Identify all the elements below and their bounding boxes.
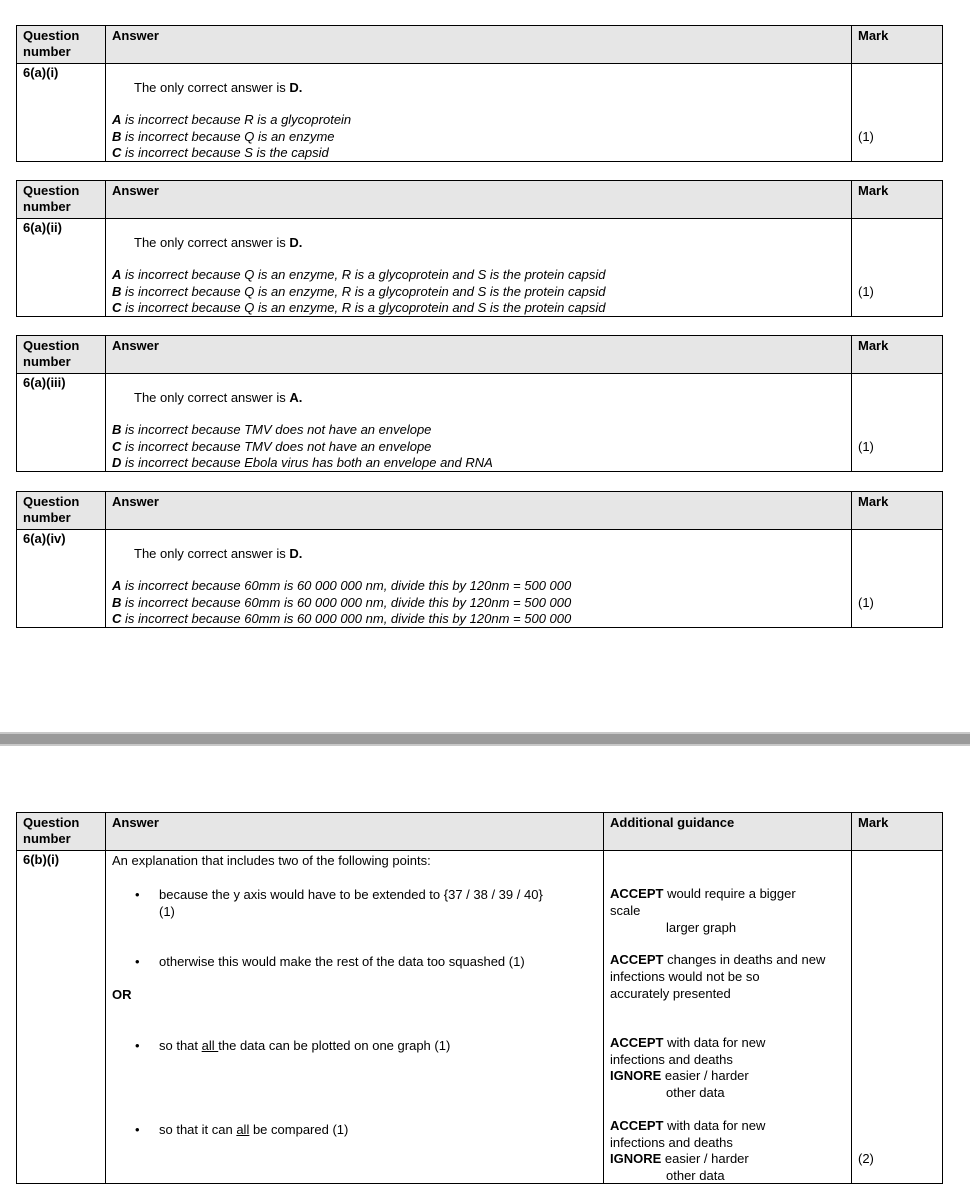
distractor-explanation: B is incorrect because TMV does not have… xyxy=(112,422,432,437)
header-number: number xyxy=(23,44,71,59)
question-number: 6(a)(i) xyxy=(23,65,59,80)
header-question: Question xyxy=(23,28,80,43)
guidance-4-ignore: IGNORE easier / harder xyxy=(610,1151,749,1166)
mark-table-6(a)(ii): Question number Answer Mark 6(a)(ii) The… xyxy=(16,180,943,317)
distractor-explanation: A is incorrect because R is a glycoprote… xyxy=(112,112,352,127)
distractor-explanation: B is incorrect because Q is an enzyme xyxy=(112,128,335,144)
header-answer: Answer xyxy=(112,338,159,353)
header-question: Question xyxy=(23,494,80,509)
header-answer: Answer xyxy=(112,28,159,43)
page-separator xyxy=(0,732,970,746)
mark-table-6(a)(iii): Question number Answer Mark 6(a)(iii) Th… xyxy=(16,335,943,472)
correct-answer-statement: The only correct answer is D. xyxy=(134,235,303,250)
answer-point-1-mark: (1) xyxy=(159,904,175,919)
distractor-explanation: B is incorrect because Q is an enzyme, R… xyxy=(112,283,606,299)
guidance-3-line-4: other data xyxy=(666,1085,725,1100)
answer-point-4: so that it can all be compared (1) xyxy=(159,1122,349,1137)
guidance-4-line-2: infections and deaths xyxy=(610,1135,733,1150)
answer-point-1: because the y axis would have to be exte… xyxy=(159,887,543,902)
header-answer: Answer xyxy=(112,183,159,198)
guidance-3-line-2: infections and deaths xyxy=(610,1052,733,1067)
guidance-1-line-3: larger graph xyxy=(666,920,737,935)
guidance-1-line-2: scale xyxy=(610,903,641,918)
mark-value: (2) xyxy=(858,1151,874,1166)
mark-table-6(a)(i): Question number Answer Mark 6(a)(i) The … xyxy=(16,25,943,162)
distractor-explanation: B is incorrect because 60mm is 60 000 00… xyxy=(112,594,572,610)
table-header xyxy=(17,336,942,374)
header-mark: Mark xyxy=(858,183,889,198)
header-number: number xyxy=(23,199,71,214)
answer-point-3: so that all the data can be plotted on o… xyxy=(159,1038,451,1053)
header-guidance: Additional guidance xyxy=(610,815,735,830)
distractor-explanation: D is incorrect because Ebola virus has b… xyxy=(112,455,493,470)
question-number: 6(a)(iv) xyxy=(23,531,66,546)
answer-intro: An explanation that includes two of the … xyxy=(112,853,431,868)
mark-value: (1) xyxy=(858,439,874,454)
guidance-3-ignore: IGNORE easier / harder xyxy=(610,1068,749,1083)
bullet-icon: • xyxy=(135,954,140,969)
guidance-2-line-3: accurately presented xyxy=(610,986,731,1001)
mark-value: (1) xyxy=(858,595,874,610)
guidance-3: ACCEPT with data for new xyxy=(610,1035,766,1050)
header-mark: Mark xyxy=(858,28,889,43)
table-header xyxy=(17,26,942,64)
bullet-icon: • xyxy=(135,1038,140,1053)
header-number: number xyxy=(23,510,71,525)
bullet-icon: • xyxy=(135,887,140,902)
distractor-explanation: C is incorrect because S is the capsid xyxy=(112,145,329,160)
correct-answer-statement: The only correct answer is D. xyxy=(134,546,303,561)
header-question: Question xyxy=(23,338,80,353)
guidance-4-line-4: other data xyxy=(666,1168,725,1183)
question-number: 6(a)(iii) xyxy=(23,375,66,390)
header-mark: Mark xyxy=(858,815,889,830)
header-answer: Answer xyxy=(112,494,159,509)
table-header xyxy=(17,181,942,219)
header-mark: Mark xyxy=(858,338,889,353)
distractor-explanation: A is incorrect because 60mm is 60 000 00… xyxy=(112,578,572,593)
header-question: Question xyxy=(23,815,80,830)
or-label: OR xyxy=(112,987,132,1002)
header-question: Question xyxy=(23,183,80,198)
bullet-icon: • xyxy=(135,1122,140,1137)
question-number: 6(a)(ii) xyxy=(23,220,62,235)
distractor-explanation: C is incorrect because 60mm is 60 000 00… xyxy=(112,611,572,626)
table-header xyxy=(17,813,942,851)
guidance-4: ACCEPT with data for new xyxy=(610,1118,766,1133)
mark-table-6b-i: Question number Answer Additional guidan… xyxy=(16,812,943,1184)
header-number: number xyxy=(23,831,71,846)
question-number: 6(b)(i) xyxy=(23,852,60,867)
header-mark: Mark xyxy=(858,494,889,509)
mark-value: (1) xyxy=(858,284,874,299)
answer-point-2: otherwise this would make the rest of th… xyxy=(159,954,525,969)
guidance-2-line-2: infections would not be so xyxy=(610,969,760,984)
table-header xyxy=(17,492,942,530)
header-answer: Answer xyxy=(112,815,159,830)
distractor-explanation: C is incorrect because Q is an enzyme, R… xyxy=(112,300,606,315)
correct-answer-statement: The only correct answer is A. xyxy=(134,390,303,405)
distractor-explanation: C is incorrect because TMV does not have… xyxy=(112,438,432,454)
guidance-1: ACCEPT would require a bigger xyxy=(610,886,796,901)
correct-answer-statement: The only correct answer is D. xyxy=(134,80,303,95)
distractor-explanation: A is incorrect because Q is an enzyme, R… xyxy=(112,267,606,282)
guidance-2: ACCEPT changes in deaths and new xyxy=(610,952,826,967)
mark-value: (1) xyxy=(858,129,874,144)
header-number: number xyxy=(23,354,71,369)
mark-table-6(a)(iv): Question number Answer Mark 6(a)(iv) The… xyxy=(16,491,943,628)
